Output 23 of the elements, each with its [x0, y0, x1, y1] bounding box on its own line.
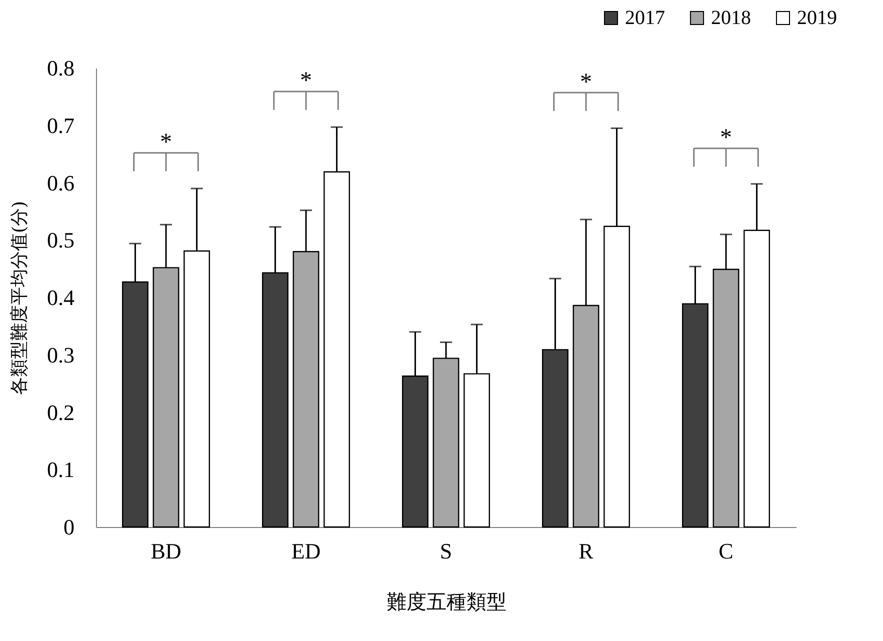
y-tick-label: 0.2 [47, 400, 74, 425]
y-tick-label: 0 [64, 514, 74, 540]
x-tick-label: S [440, 538, 452, 564]
y-tick-label: 0.1 [47, 457, 74, 482]
annotation: * [720, 124, 732, 151]
y-tick-label: 0.7 [47, 112, 74, 138]
y-axis-title: 各類型難度平均分值(分) [9, 200, 30, 396]
legend-label: 2017 [625, 7, 665, 29]
x-tick-label: R [578, 538, 594, 564]
y-tick-label: 0.6 [47, 170, 74, 196]
y-tick-label: 0.8 [47, 56, 74, 80]
x-tick-label: ED [291, 538, 321, 564]
y-tick-label: 0.4 [47, 285, 74, 310]
x-tick-label: BD [150, 538, 182, 564]
y-tick-label: 0.3 [47, 342, 74, 368]
x-tick-label: C [718, 538, 734, 564]
annotation: * [580, 69, 592, 96]
annotation: * [300, 68, 312, 94]
legend-label: 2019 [797, 7, 837, 29]
legend-label: 2018 [711, 7, 751, 29]
x-axis-title: 難度五種類型 [386, 590, 506, 614]
y-tick-label: 0.5 [47, 228, 74, 253]
annotation: * [160, 130, 172, 156]
